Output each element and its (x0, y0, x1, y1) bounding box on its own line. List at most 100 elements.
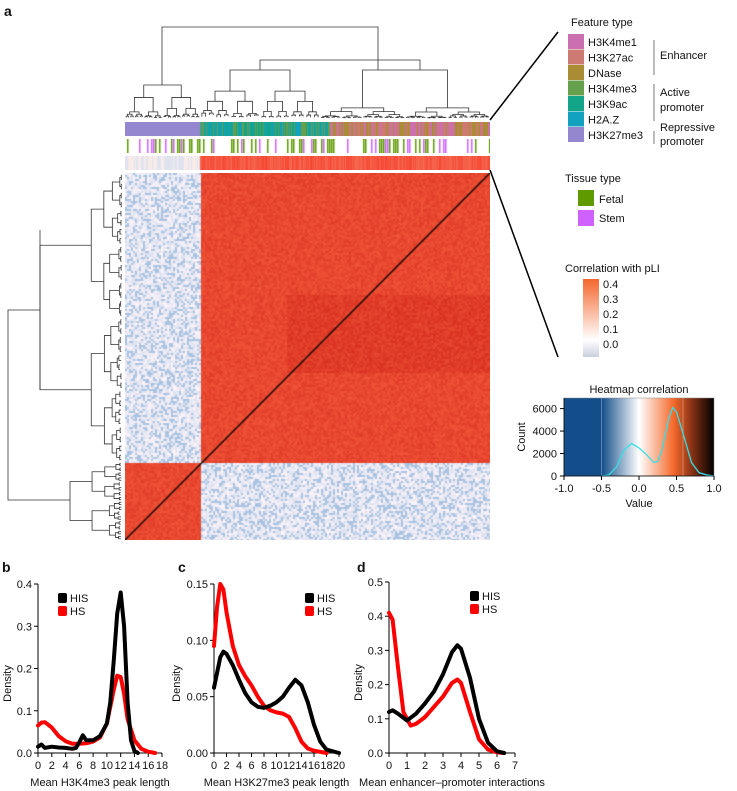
legend-label: HIS (317, 593, 335, 605)
legend-swatch (470, 591, 479, 601)
group-active-2: promoter (660, 102, 704, 114)
feature-swatch (568, 49, 584, 65)
hist-xlabel: Value (625, 498, 652, 510)
ytick-label: 0.4 (17, 579, 32, 591)
correlation-heatmap (125, 173, 490, 540)
fetal-label: Fetal (599, 194, 623, 206)
callout-line-bottom (489, 169, 559, 358)
legend-label: HIS (482, 591, 500, 603)
feature-label: H3K27ac (588, 53, 634, 65)
panel-label-d: d (357, 559, 366, 575)
tissue-type-title: Tissue type (565, 173, 621, 185)
xtick-label: 14 (295, 760, 307, 772)
pli-tick: 0.3 (603, 294, 618, 306)
ytick-label: 0.2 (17, 664, 32, 676)
panel-d-density-plot: 0 1 2 3 4 5 6 7 0.0 0.1 0.2 0.3 0.4 0.5 Mean enhancer–… (353, 577, 545, 789)
stem-label: Stem (599, 213, 625, 225)
xtick-label: 0 (386, 760, 392, 772)
heatmap-correlation-histogram: Heatmap correlation Count Value -1.0 -0.5… (516, 384, 722, 510)
panel-label-a: a (4, 3, 12, 19)
x-axis-label: Mean H3K4me3 peak length (30, 777, 169, 789)
feature-type-title: Feature type (571, 17, 633, 29)
series-line-hs (36, 673, 158, 755)
xtick-label: 10 (101, 760, 113, 772)
legend-swatch (58, 593, 67, 603)
ytick-label: 0.3 (17, 621, 32, 633)
xtick-label: 4 (458, 760, 464, 772)
hist-xtick: -0.5 (592, 483, 611, 495)
feature-swatch (568, 96, 584, 111)
feature-swatch (568, 34, 584, 49)
group-active-1: Active (660, 87, 690, 99)
hist-xtick: 0.0 (631, 483, 646, 495)
group-enhancer: Enhancer (660, 50, 707, 62)
hist-ylabel: Count (516, 422, 528, 451)
hist-xtick: -1.0 (555, 483, 574, 495)
pli-correlation-bar (125, 156, 490, 170)
feature-type-bar (125, 122, 490, 136)
xtick-label: 0 (35, 760, 41, 772)
xtick-label: 5 (476, 760, 482, 772)
series-line-his (387, 643, 507, 755)
legend-swatch (470, 604, 479, 614)
stem-swatch (578, 210, 594, 226)
xtick-label: 4 (236, 760, 242, 772)
feature-swatch (568, 65, 584, 80)
legend-label: HS (482, 604, 497, 616)
tissue-type-legend: Tissue type Fetal Stem (565, 173, 625, 226)
x-axis-label: Mean H3K27me3 peak length (204, 777, 350, 789)
ytick-label: 0.3 (368, 645, 383, 657)
legend-label: HS (317, 606, 332, 618)
hist-xtick: 0.5 (669, 483, 684, 495)
pli-tick: 0.0 (603, 339, 618, 351)
feature-label: H2A.Z (588, 115, 619, 127)
pli-tick: 0.1 (603, 324, 618, 336)
hist-xtick: 1.0 (706, 483, 721, 495)
xtick-label: 18 (156, 760, 168, 772)
xtick-label: 16 (142, 760, 154, 772)
row-dendrogram (7, 174, 122, 540)
xtick-label: 20 (333, 760, 345, 772)
xtick-label: 12 (115, 760, 127, 772)
y-axis-label: Density (353, 664, 365, 701)
y-axis-label: Density (171, 665, 183, 702)
ytick-label: 0.10 (187, 635, 208, 647)
xtick-label: 1 (404, 760, 410, 772)
callout-line-top (489, 31, 559, 121)
series-line-his (212, 649, 341, 755)
group-repressive-2: promoter (660, 136, 704, 148)
panel-b-density-plot: 0 2 4 6 8 10 12 14 16 18 0.0 0.1 0.2 0.3 0.4 Mean H3K4m… (2, 579, 170, 789)
xtick-label: 2 (422, 760, 428, 772)
xtick-label: 8 (90, 760, 96, 772)
xtick-label: 7 (512, 760, 518, 772)
feature-label: H3K27me3 (588, 130, 643, 142)
xtick-label: 10 (270, 760, 282, 772)
xtick-label: 2 (223, 760, 229, 772)
ytick-label: 0.4 (368, 611, 383, 623)
legend-label: HIS (70, 593, 88, 605)
legend-swatch (58, 606, 67, 616)
series-line-his (36, 590, 140, 755)
xtick-label: 3 (440, 760, 446, 772)
ytick-label: 0.15 (187, 579, 208, 591)
ytick-label: 0.1 (17, 706, 32, 718)
pli-tick: 0.2 (603, 309, 618, 321)
xtick-label: 6 (248, 760, 254, 772)
series-line-hs (387, 610, 505, 755)
panel-label-c: c (178, 559, 186, 575)
ytick-label: 0.00 (187, 748, 208, 760)
tissue-type-bar (125, 139, 490, 153)
xtick-label: 16 (308, 760, 320, 772)
panel-c-density-plot: 0 2 4 6 8 10 12 14 16 18 20 0.00 0.05 0.10 0.15 Mean H3… (171, 579, 349, 789)
xtick-label: 6 (494, 760, 500, 772)
feature-type-legend: Feature type H3K4me1 H3K27ac DNase H3K4me3 H… (568, 17, 715, 148)
column-dendrogram (125, 26, 490, 119)
series-line-hs (212, 582, 329, 755)
hist-ytick: 4000 (533, 426, 557, 438)
feature-label: H3K4me3 (588, 84, 637, 96)
feature-label: DNase (588, 68, 622, 80)
xtick-label: 18 (320, 760, 332, 772)
xtick-label: 12 (283, 760, 295, 772)
xtick-label: 6 (76, 760, 82, 772)
fetal-swatch (578, 190, 594, 206)
